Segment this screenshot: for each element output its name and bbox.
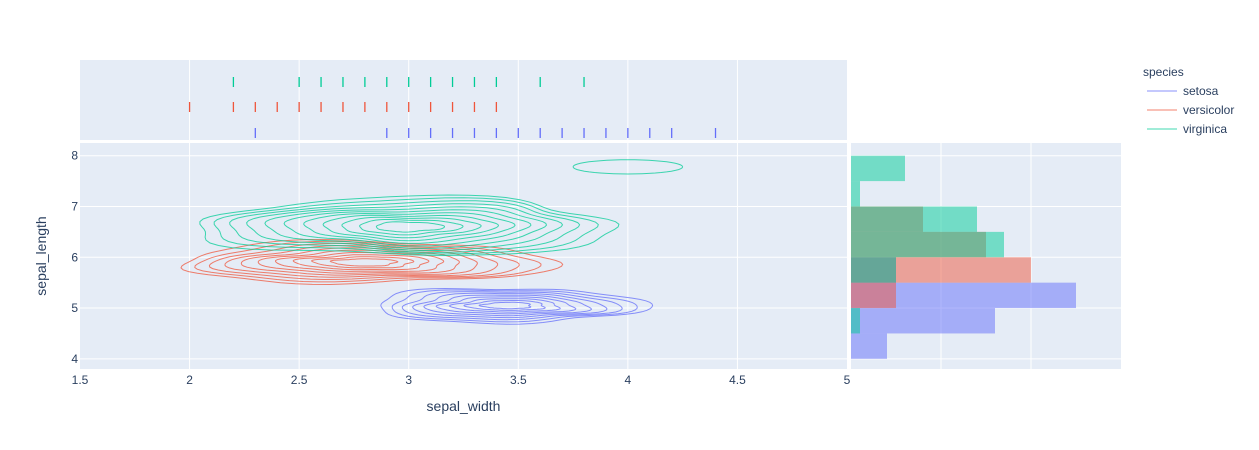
contour-line-virginica xyxy=(303,212,516,244)
contour-line-setosa xyxy=(449,298,561,313)
histogram-bar-virginica xyxy=(851,206,977,232)
y-tick-label: 5 xyxy=(71,301,78,315)
y-tick-label: 6 xyxy=(71,250,78,264)
contour-line-virginica xyxy=(283,209,532,247)
legend: species setosa versicolor virginica xyxy=(1143,65,1234,136)
legend-title: species xyxy=(1143,65,1184,79)
contour-line-versicolor xyxy=(180,238,564,286)
x-tick-label: 3 xyxy=(405,373,412,387)
histogram-bar-versicolor xyxy=(851,282,896,309)
y-axis-title: sepal_length xyxy=(33,216,49,295)
tick-labels: 1.5 2 2.5 3 3.5 4 4.5 5 4 5 6 7 8 xyxy=(71,149,850,387)
contour-line-setosa xyxy=(401,291,623,321)
contour-line-versicolor xyxy=(224,245,499,278)
y-tick-label: 7 xyxy=(71,199,78,213)
x-tick-label: 4 xyxy=(625,373,632,387)
x-axis-title: sepal_width xyxy=(427,398,501,414)
x-tick-label: 2 xyxy=(186,373,193,387)
contour-line-setosa xyxy=(391,289,638,323)
legend-item-virginica[interactable]: virginica xyxy=(1147,122,1227,136)
contour-line-virginica xyxy=(341,216,482,239)
x-tick-label: 1.5 xyxy=(72,373,89,387)
x-tick-label: 3.5 xyxy=(510,373,527,387)
contour-line-virginica xyxy=(229,200,581,253)
histogram-bar-setosa xyxy=(851,333,887,359)
histogram-bar-virginica xyxy=(851,181,860,207)
legend-label: virginica xyxy=(1183,122,1227,136)
contour-line-virginica xyxy=(199,194,620,257)
contour-line-virginica xyxy=(359,219,464,236)
y-tick-label: 4 xyxy=(71,352,78,366)
rug-marks xyxy=(188,77,717,138)
contour-line-versicolor xyxy=(274,252,445,272)
legend-label: versicolor xyxy=(1183,103,1234,117)
contour-line-setosa xyxy=(478,301,532,310)
histogram-bar-virginica xyxy=(851,308,860,334)
contour-line-virginica xyxy=(322,214,500,242)
rug-plot-area xyxy=(80,60,847,140)
x-tick-label: 5 xyxy=(844,373,851,387)
contour-line-virginica xyxy=(213,197,599,255)
contour-line-versicolor xyxy=(311,256,415,269)
x-tick-label: 4.5 xyxy=(729,373,746,387)
contour-line-setosa xyxy=(380,287,654,325)
legend-item-setosa[interactable]: setosa xyxy=(1147,84,1219,98)
contour-layer xyxy=(180,159,684,325)
histogram-bars xyxy=(851,155,1076,359)
histogram-bar-virginica xyxy=(851,155,905,182)
contour-line-versicolor xyxy=(292,254,430,271)
contour-line-virginica xyxy=(375,221,445,233)
contour-line-setosa xyxy=(463,300,546,311)
y-tick-label: 8 xyxy=(71,149,78,163)
histogram-bar-virginica xyxy=(851,231,1004,258)
contour-line-virginica xyxy=(572,159,684,175)
contour-line-versicolor xyxy=(329,258,399,267)
x-tick-label: 2.5 xyxy=(291,373,308,387)
histogram-bar-setosa xyxy=(851,308,995,334)
contour-line-setosa xyxy=(423,294,592,317)
contour-line-virginica xyxy=(264,206,548,249)
legend-item-versicolor[interactable]: versicolor xyxy=(1147,103,1234,117)
contour-line-virginica xyxy=(246,203,564,251)
contour-line-setosa xyxy=(412,292,608,319)
contour-line-setosa xyxy=(435,296,577,315)
histogram-bar-virginica xyxy=(851,257,896,283)
legend-label: setosa xyxy=(1183,84,1219,98)
contour-line-versicolor xyxy=(194,240,542,283)
